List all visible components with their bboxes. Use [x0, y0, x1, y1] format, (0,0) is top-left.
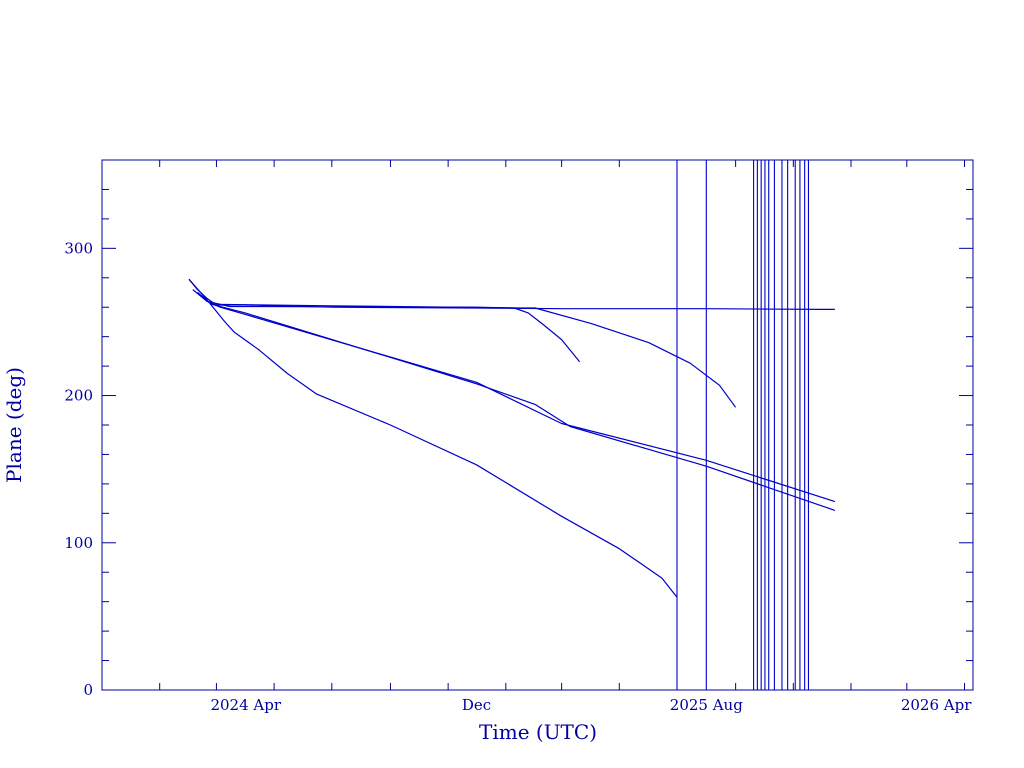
tick-label-layer: 0 100 200 300 2024 Apr Dec 2025 Aug 2026 Apr — [64, 239, 972, 714]
plot-area — [101, 159, 974, 691]
x-axis-title: Time (UTC) — [479, 720, 597, 744]
x-tick-label: 2025 Aug — [670, 696, 743, 714]
series-line-2 — [192, 289, 581, 363]
x-tick-label: 2026 Apr — [901, 696, 972, 714]
series-layer — [188, 278, 836, 598]
tick-marks — [101, 159, 973, 691]
y-tick-label: 0 — [83, 681, 93, 699]
series-line-6 — [188, 278, 678, 598]
y-tick-label: 200 — [64, 387, 93, 405]
plot-frame — [101, 159, 974, 691]
vertical-marker-layer — [676, 160, 809, 690]
x-tick-label: Dec — [462, 696, 491, 714]
series-line-3 — [216, 303, 737, 408]
y-tick-label: 100 — [64, 534, 93, 552]
x-tick-label: 2024 Apr — [210, 696, 281, 714]
series-line-5 — [197, 292, 836, 511]
series-line-4 — [197, 292, 836, 503]
y-tick-label: 300 — [64, 239, 93, 257]
y-axis-title: Plane (deg) — [2, 367, 26, 483]
